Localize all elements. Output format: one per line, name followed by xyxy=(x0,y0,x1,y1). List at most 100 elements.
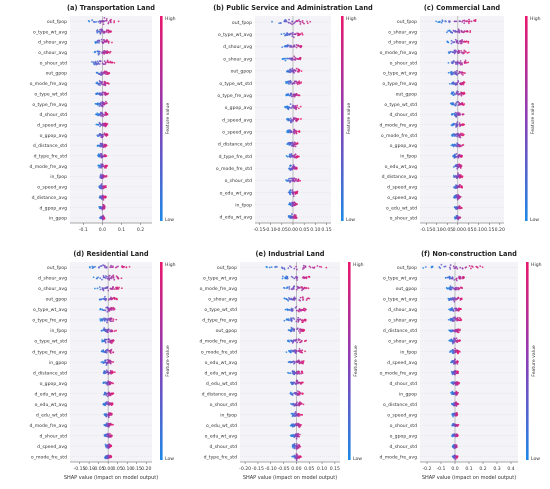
shap-point xyxy=(300,372,302,375)
shap-point xyxy=(455,390,458,393)
shap-point xyxy=(107,391,110,394)
shap-point xyxy=(103,372,106,375)
shap-point xyxy=(456,198,459,201)
shap-point xyxy=(293,55,296,58)
shap-point xyxy=(292,179,295,182)
shap-point xyxy=(101,156,104,158)
shap-point xyxy=(301,33,304,36)
shap-point xyxy=(292,177,295,180)
shap-point xyxy=(455,383,458,386)
shap-point xyxy=(98,52,101,55)
shap-point xyxy=(110,445,112,447)
shap-point xyxy=(479,265,482,267)
shap-point xyxy=(294,145,297,148)
shap-point xyxy=(94,42,97,44)
shap-point xyxy=(287,82,290,85)
shap-point xyxy=(290,121,293,124)
shap-point xyxy=(451,320,454,322)
shap-point xyxy=(452,166,455,168)
shap-point xyxy=(104,277,107,279)
shap-point xyxy=(294,307,297,309)
shap-point xyxy=(288,288,291,290)
shap-point xyxy=(290,191,293,194)
shap-point xyxy=(292,131,294,134)
shap-point xyxy=(280,33,283,36)
shap-point xyxy=(294,80,296,83)
shap-point xyxy=(290,266,293,269)
shap-point xyxy=(290,288,293,290)
shap-point xyxy=(460,319,463,321)
shap-point xyxy=(294,106,297,109)
shap-point xyxy=(108,454,110,457)
shap-point xyxy=(288,33,291,36)
shap-point xyxy=(115,266,118,268)
shap-point xyxy=(298,426,301,428)
shap-point xyxy=(105,71,108,74)
shap-point xyxy=(456,83,458,86)
shap-point xyxy=(106,455,109,457)
shap-point xyxy=(455,337,458,340)
shap-point xyxy=(91,61,93,63)
shap-point xyxy=(87,19,90,22)
shap-point xyxy=(100,163,102,166)
shap-point xyxy=(297,180,300,182)
shap-point xyxy=(459,82,462,84)
shap-point xyxy=(458,317,461,319)
shap-point xyxy=(445,20,447,23)
shap-point xyxy=(462,19,465,22)
shap-point xyxy=(454,38,457,41)
shap-point xyxy=(111,41,113,44)
shap-point xyxy=(457,308,459,311)
panel-title: (c) Commercial Land xyxy=(424,4,501,12)
shap-point xyxy=(464,20,467,22)
x-tick-label: -0.10 xyxy=(431,227,443,233)
shap-point xyxy=(110,306,113,309)
shap-point xyxy=(305,287,307,290)
shap-point xyxy=(95,20,97,23)
shap-point xyxy=(293,392,295,395)
shap-point xyxy=(289,143,292,146)
shap-point xyxy=(102,199,105,201)
shap-point xyxy=(449,318,452,321)
shap-point xyxy=(295,46,298,49)
shap-point xyxy=(99,60,102,63)
shap-point xyxy=(99,319,102,322)
shap-point xyxy=(110,21,112,24)
shap-point xyxy=(104,287,107,290)
shap-point xyxy=(100,71,103,74)
shap-point xyxy=(460,134,463,136)
shap-point xyxy=(289,82,291,85)
shap-point xyxy=(97,50,99,53)
shap-point xyxy=(298,404,301,407)
shap-point xyxy=(460,49,463,52)
feature-label: o_mode_fre_avg xyxy=(380,370,417,376)
shap-point xyxy=(453,41,456,43)
shap-point xyxy=(109,351,112,354)
shap-point xyxy=(293,217,295,220)
shap-point xyxy=(459,103,462,106)
x-tick-label: 0.2 xyxy=(479,466,486,472)
shap-point xyxy=(104,125,107,128)
shap-point xyxy=(290,95,293,98)
shap-point xyxy=(104,61,107,64)
feature-label: d_type_fre_avg xyxy=(202,318,237,324)
shap-point xyxy=(456,372,459,374)
shap-point xyxy=(91,19,93,21)
shap-point xyxy=(440,21,443,24)
shap-point xyxy=(451,371,454,374)
feature-label: d_speed_avg xyxy=(387,185,417,191)
shap-point xyxy=(290,152,293,155)
shap-point xyxy=(301,360,303,363)
x-tick-label: -0.20 xyxy=(239,466,251,472)
colorbar-high-label: High xyxy=(165,16,176,22)
shap-point xyxy=(96,287,99,290)
shap-point xyxy=(123,265,125,268)
shap-point xyxy=(457,197,460,200)
shap-point xyxy=(457,30,460,32)
shap-point xyxy=(299,349,302,352)
feature-label: d_distance_std xyxy=(33,370,67,376)
shap-point xyxy=(456,267,459,270)
feature-label: in_fpop xyxy=(235,203,252,209)
shap-point xyxy=(106,275,108,278)
shap-point xyxy=(301,32,303,35)
